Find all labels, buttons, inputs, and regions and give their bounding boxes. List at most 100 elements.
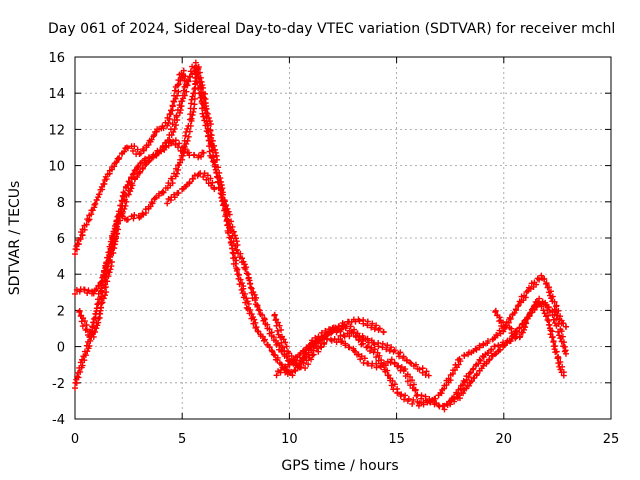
- data-point: [77, 359, 84, 366]
- y-tick-label: 10: [48, 160, 65, 175]
- data-point: [556, 316, 563, 323]
- data-point: [562, 323, 569, 330]
- data-point: [480, 342, 487, 349]
- data-point: [88, 207, 95, 214]
- data-point: [164, 200, 171, 207]
- data-point: [425, 372, 432, 379]
- data-point: [560, 372, 567, 379]
- data-point: [185, 78, 192, 85]
- data-point: [540, 275, 547, 282]
- data-point: [227, 223, 234, 230]
- data-point: [106, 167, 113, 174]
- data-point: [145, 141, 152, 148]
- data-point: [211, 186, 218, 193]
- data-point: [104, 171, 111, 178]
- data-point: [277, 367, 284, 374]
- data-point: [261, 337, 268, 344]
- data-point: [341, 321, 348, 328]
- data-point: [148, 199, 155, 206]
- data-point: [441, 382, 448, 389]
- data-point: [235, 250, 242, 257]
- data-point: [544, 316, 551, 323]
- data-point: [545, 304, 552, 311]
- data-point: [226, 220, 233, 227]
- data-point: [423, 368, 430, 375]
- data-point: [435, 402, 442, 409]
- data-point: [171, 87, 178, 94]
- data-point: [200, 173, 207, 180]
- data-point: [458, 382, 465, 389]
- x-tick-label: 10: [281, 432, 298, 447]
- data-point: [188, 96, 195, 103]
- data-point: [466, 370, 473, 377]
- data-point: [195, 75, 202, 82]
- data-point: [129, 147, 136, 154]
- series-track-i: [492, 307, 520, 337]
- data-point: [549, 334, 556, 341]
- data-point: [281, 347, 288, 354]
- data-point: [174, 92, 181, 99]
- grid-lines: [75, 57, 611, 419]
- data-point: [84, 338, 91, 345]
- data-point: [211, 163, 218, 170]
- data-point: [310, 344, 317, 351]
- data-point: [136, 214, 143, 221]
- data-point: [437, 389, 444, 396]
- data-point: [182, 132, 189, 139]
- data-point: [548, 295, 555, 302]
- data-point: [131, 167, 138, 174]
- data-point: [128, 185, 135, 192]
- data-point: [369, 320, 376, 327]
- data-point: [557, 358, 564, 365]
- data-point: [179, 185, 186, 192]
- data-point: [288, 352, 295, 359]
- data-point: [190, 151, 197, 158]
- data-point: [391, 381, 398, 388]
- data-point: [252, 324, 259, 331]
- data-point: [187, 116, 194, 123]
- data-point: [562, 350, 569, 357]
- data-point: [169, 175, 176, 182]
- data-point: [416, 366, 423, 373]
- data-point: [204, 172, 211, 179]
- data-point: [81, 348, 88, 355]
- y-tick-label: -4: [52, 413, 65, 428]
- data-point: [399, 355, 406, 362]
- data-point: [114, 213, 121, 220]
- data-point: [191, 101, 198, 108]
- data-point: [214, 173, 221, 180]
- data-point: [82, 327, 89, 334]
- data-point: [402, 373, 409, 380]
- data-point: [113, 218, 120, 225]
- data-point: [159, 188, 166, 195]
- data-point: [395, 362, 402, 369]
- data-point: [546, 321, 553, 328]
- data-point: [169, 103, 176, 110]
- data-point: [339, 338, 346, 345]
- data-point: [467, 379, 474, 386]
- data-point: [242, 299, 249, 306]
- series-track-h: [271, 311, 387, 368]
- data-point: [277, 334, 284, 341]
- data-point: [147, 203, 154, 210]
- data-point: [404, 397, 411, 404]
- data-point: [130, 215, 137, 222]
- data-point: [255, 306, 262, 313]
- data-point: [546, 284, 553, 291]
- data-point: [123, 144, 130, 151]
- data-point: [208, 154, 215, 161]
- data-point: [458, 389, 465, 396]
- data-point: [81, 222, 88, 229]
- data-point: [368, 324, 375, 331]
- data-point: [185, 133, 192, 140]
- data-point: [285, 361, 292, 368]
- data-point: [202, 107, 209, 114]
- series-track-a: [72, 67, 190, 258]
- data-point: [243, 270, 250, 277]
- data-point: [288, 368, 295, 375]
- data-point: [89, 330, 96, 337]
- data-point: [305, 361, 312, 368]
- data-point: [389, 377, 396, 384]
- data-point: [79, 232, 86, 239]
- data-point: [229, 232, 236, 239]
